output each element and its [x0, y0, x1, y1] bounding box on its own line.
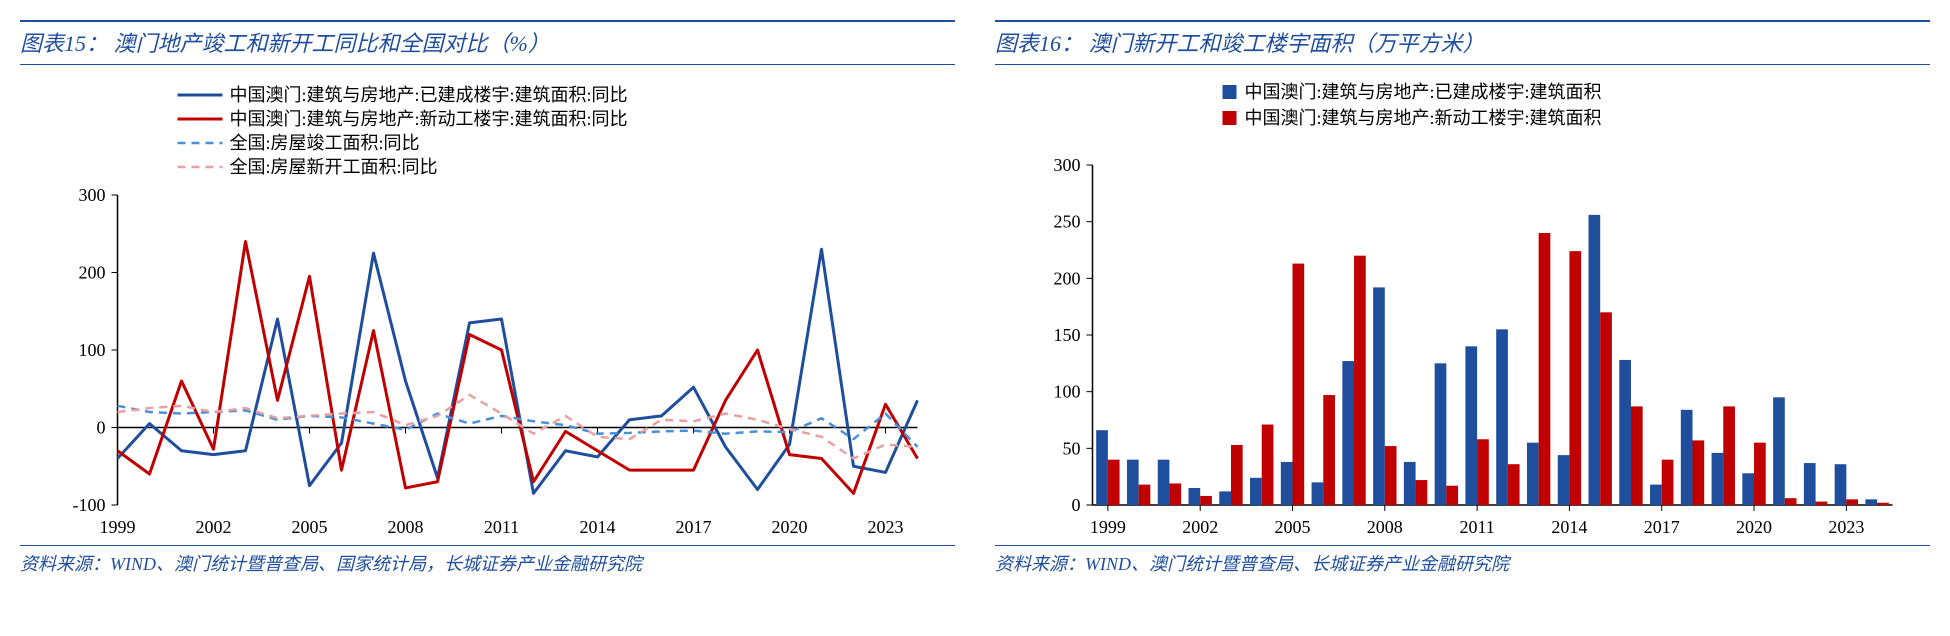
- svg-text:全国:房屋新开工面积:同比: 全国:房屋新开工面积:同比: [230, 157, 438, 177]
- svg-text:中国澳门:建筑与房地产:新动工楼宇:建筑面积: 中国澳门:建筑与房地产:新动工楼宇:建筑面积: [1245, 108, 1602, 128]
- svg-text:中国澳门:建筑与房地产:已建成楼宇:建筑面积: 中国澳门:建筑与房地产:已建成楼宇:建筑面积: [1245, 82, 1602, 102]
- svg-text:250: 250: [1054, 212, 1081, 232]
- svg-text:全国:房屋竣工面积:同比: 全国:房屋竣工面积:同比: [230, 133, 420, 153]
- svg-text:中国澳门:建筑与房地产:已建成楼宇:建筑面积:同比: 中国澳门:建筑与房地产:已建成楼宇:建筑面积:同比: [230, 85, 628, 105]
- svg-text:200: 200: [79, 263, 106, 283]
- svg-text:150: 150: [1054, 325, 1081, 345]
- svg-text:200: 200: [1054, 268, 1081, 288]
- left-chart: -100 0 100 200 300 1999 2002 2005 2008 2011 2014 20…: [20, 65, 955, 545]
- svg-text:2008: 2008: [1367, 517, 1403, 537]
- svg-text:2011: 2011: [1459, 517, 1494, 537]
- svg-text:100: 100: [79, 340, 106, 360]
- svg-text:0: 0: [97, 418, 106, 438]
- svg-text:2011: 2011: [484, 517, 519, 537]
- right-title-text: 澳门新开工和竣工楼宇面积（万平方米）: [1089, 31, 1485, 56]
- svg-text:100: 100: [1054, 382, 1081, 402]
- svg-text:2008: 2008: [388, 517, 424, 537]
- svg-text:2002: 2002: [196, 517, 232, 537]
- right-chart: 0 50 100 150 200 250 300 1999 2002 2005 2008 2011 20…: [995, 65, 1930, 545]
- svg-text:中国澳门:建筑与房地产:新动工楼宇:建筑面积:同比: 中国澳门:建筑与房地产:新动工楼宇:建筑面积:同比: [230, 109, 628, 129]
- svg-text:2023: 2023: [868, 517, 904, 537]
- svg-text:1999: 1999: [100, 517, 136, 537]
- svg-text:2017: 2017: [676, 517, 712, 537]
- svg-text:2005: 2005: [1275, 517, 1311, 537]
- svg-text:300: 300: [1054, 155, 1081, 175]
- right-title-prefix: 图表16：: [995, 31, 1083, 56]
- right-title: 图表16： 澳门新开工和竣工楼宇面积（万平方米）: [995, 20, 1930, 65]
- svg-text:1999: 1999: [1090, 517, 1126, 537]
- left-title: 图表15： 澳门地产竣工和新开工同比和全国对比（%）: [20, 20, 955, 65]
- svg-text:50: 50: [1063, 438, 1081, 458]
- svg-text:2005: 2005: [292, 517, 328, 537]
- svg-text:2023: 2023: [1828, 517, 1864, 537]
- svg-text:2020: 2020: [1736, 517, 1772, 537]
- svg-text:0: 0: [1072, 495, 1081, 515]
- svg-text:2014: 2014: [580, 517, 616, 537]
- svg-text:2020: 2020: [772, 517, 808, 537]
- svg-text:-100: -100: [73, 495, 106, 515]
- right-footer: 资料来源：WIND、澳门统计暨普查局、长城证券产业金融研究院: [995, 545, 1930, 576]
- left-title-prefix: 图表15：: [20, 31, 108, 56]
- svg-text:300: 300: [79, 185, 106, 205]
- left-panel: 图表15： 澳门地产竣工和新开工同比和全国对比（%） -100 0 100 200 30…: [20, 20, 955, 576]
- svg-text:2002: 2002: [1182, 517, 1218, 537]
- svg-text:2017: 2017: [1644, 517, 1680, 537]
- left-title-text: 澳门地产竣工和新开工同比和全国对比（%）: [114, 31, 550, 56]
- left-footer: 资料来源：WIND、澳门统计暨普查局、国家统计局，长城证券产业金融研究院: [20, 545, 955, 576]
- right-panel: 图表16： 澳门新开工和竣工楼宇面积（万平方米） 0 50 100 150 200 250…: [995, 20, 1930, 576]
- svg-text:2014: 2014: [1551, 517, 1587, 537]
